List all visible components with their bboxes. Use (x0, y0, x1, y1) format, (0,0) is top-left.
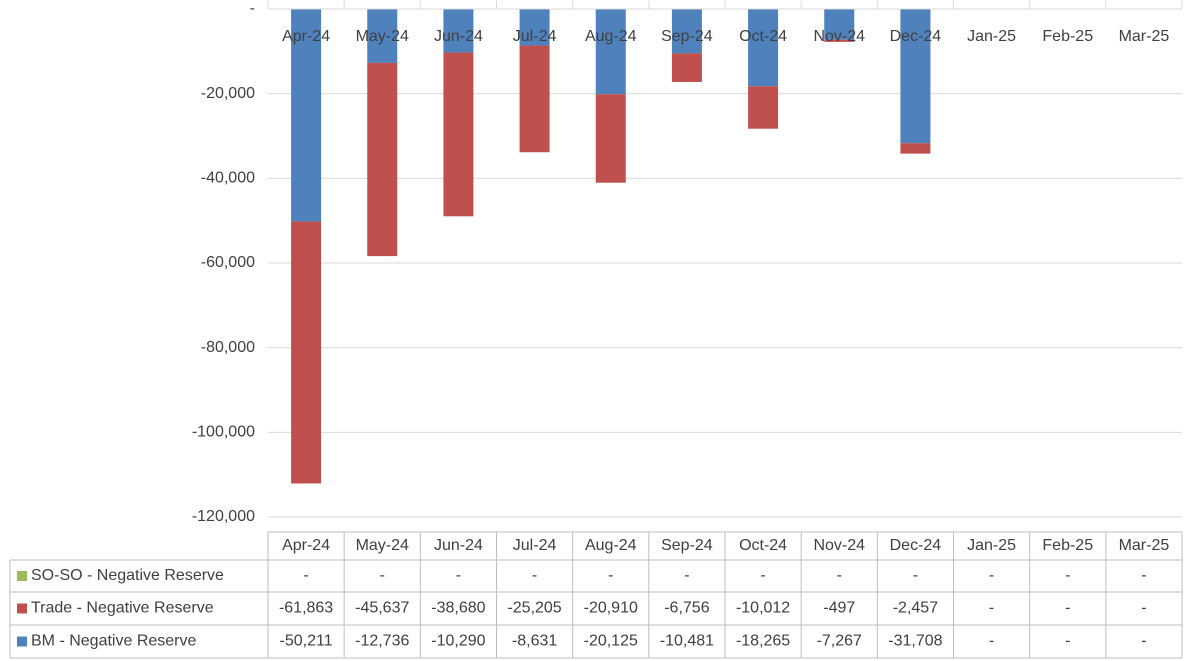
y-tick-label: -40,000 (201, 170, 255, 187)
table-cell: -6,756 (664, 600, 709, 617)
table-cell: - (913, 567, 918, 584)
table-cell: -61,863 (279, 600, 333, 617)
bar (367, 9, 398, 63)
table-cell: - (303, 567, 308, 584)
table-cell: - (608, 567, 613, 584)
y-tick-label: - (250, 0, 255, 17)
table-header: Jan-25 (967, 537, 1016, 554)
table-cell: -20,910 (584, 600, 638, 617)
x-tick-label: Oct-24 (739, 28, 787, 45)
y-tick-label: -80,000 (201, 339, 255, 356)
legend-swatch (17, 603, 27, 614)
table-header: Oct-24 (739, 537, 787, 554)
bar (824, 39, 855, 42)
table-cell: -10,012 (736, 600, 790, 617)
bar (748, 86, 779, 129)
table-header: Jul-24 (513, 537, 557, 554)
table-cell: -497 (823, 600, 855, 617)
table-header: Apr-24 (282, 537, 330, 554)
table-cell: -2,457 (893, 600, 938, 617)
y-tick-label: -120,000 (192, 508, 255, 525)
table-cell: -25,205 (507, 600, 561, 617)
x-tick-label: Jul-24 (513, 28, 557, 45)
bar (671, 9, 702, 54)
table-cell: - (837, 567, 842, 584)
table-cell: -10,481 (660, 633, 714, 650)
bar (367, 62, 398, 257)
table-cell: -8,631 (512, 633, 557, 650)
x-tick-label: Dec-24 (890, 28, 942, 45)
legend-swatch (17, 571, 27, 581)
table-cell: - (1065, 600, 1070, 617)
bar (900, 9, 931, 144)
y-tick-label: -60,000 (201, 254, 255, 271)
bar (443, 52, 474, 217)
x-tick-label: Nov-24 (813, 28, 865, 45)
x-tick-label: Sep-24 (661, 28, 713, 45)
x-tick-label: May-24 (356, 28, 409, 45)
table-cell: - (456, 567, 461, 584)
bar (519, 9, 550, 46)
bar (443, 9, 474, 53)
legend-swatch (17, 636, 27, 647)
x-tick-label: Feb-25 (1042, 28, 1093, 45)
table-header: Jun-24 (434, 537, 483, 554)
table-cell: - (760, 567, 765, 584)
table-cell: - (532, 567, 537, 584)
y-tick-label: -20,000 (201, 85, 255, 102)
table-cell: - (1065, 567, 1070, 584)
table-cell: - (1141, 633, 1146, 650)
legend-label: BM - Negative Reserve (31, 633, 196, 650)
table-cell: - (989, 567, 994, 584)
table-cell: -45,637 (355, 600, 409, 617)
table-header: Dec-24 (890, 537, 942, 554)
table-cell: - (684, 567, 689, 584)
x-tick-label: Aug-24 (585, 28, 637, 45)
x-tick-label: Apr-24 (282, 28, 330, 45)
table-header: Aug-24 (585, 537, 637, 554)
table-header: May-24 (356, 537, 409, 554)
table-cell: - (989, 633, 994, 650)
bar (595, 9, 626, 95)
table-cell: - (1065, 633, 1070, 650)
bar (748, 9, 779, 87)
bar (291, 9, 322, 222)
table-cell: -7,267 (817, 633, 862, 650)
legend-label: Trade - Negative Reserve (31, 600, 214, 617)
table-cell: -38,680 (431, 600, 485, 617)
table-cell: - (380, 567, 385, 584)
table-header: Sep-24 (661, 537, 713, 554)
table-cell: -31,708 (888, 633, 942, 650)
table-cell: -12,736 (355, 633, 409, 650)
table-header: Feb-25 (1042, 537, 1093, 554)
table-cell: - (1141, 600, 1146, 617)
bar (595, 94, 626, 183)
table-cell: -18,265 (736, 633, 790, 650)
table-cell: - (989, 600, 994, 617)
y-tick-label: -100,000 (192, 424, 255, 441)
bar (900, 143, 931, 154)
table-cell: - (1141, 567, 1146, 584)
bar (671, 53, 702, 82)
x-tick-label: Jun-24 (434, 28, 483, 45)
table-cell: -50,211 (280, 633, 333, 650)
table-header: Mar-25 (1119, 537, 1170, 554)
bar (519, 45, 550, 153)
table-cell: -20,125 (584, 633, 638, 650)
table-cell: -10,290 (431, 633, 485, 650)
bar (291, 221, 322, 484)
legend-label: SO-SO - Negative Reserve (31, 567, 224, 584)
x-tick-label: Jan-25 (967, 28, 1016, 45)
table-header: Nov-24 (813, 537, 865, 554)
x-tick-label: Mar-25 (1119, 28, 1170, 45)
bar (824, 9, 855, 40)
